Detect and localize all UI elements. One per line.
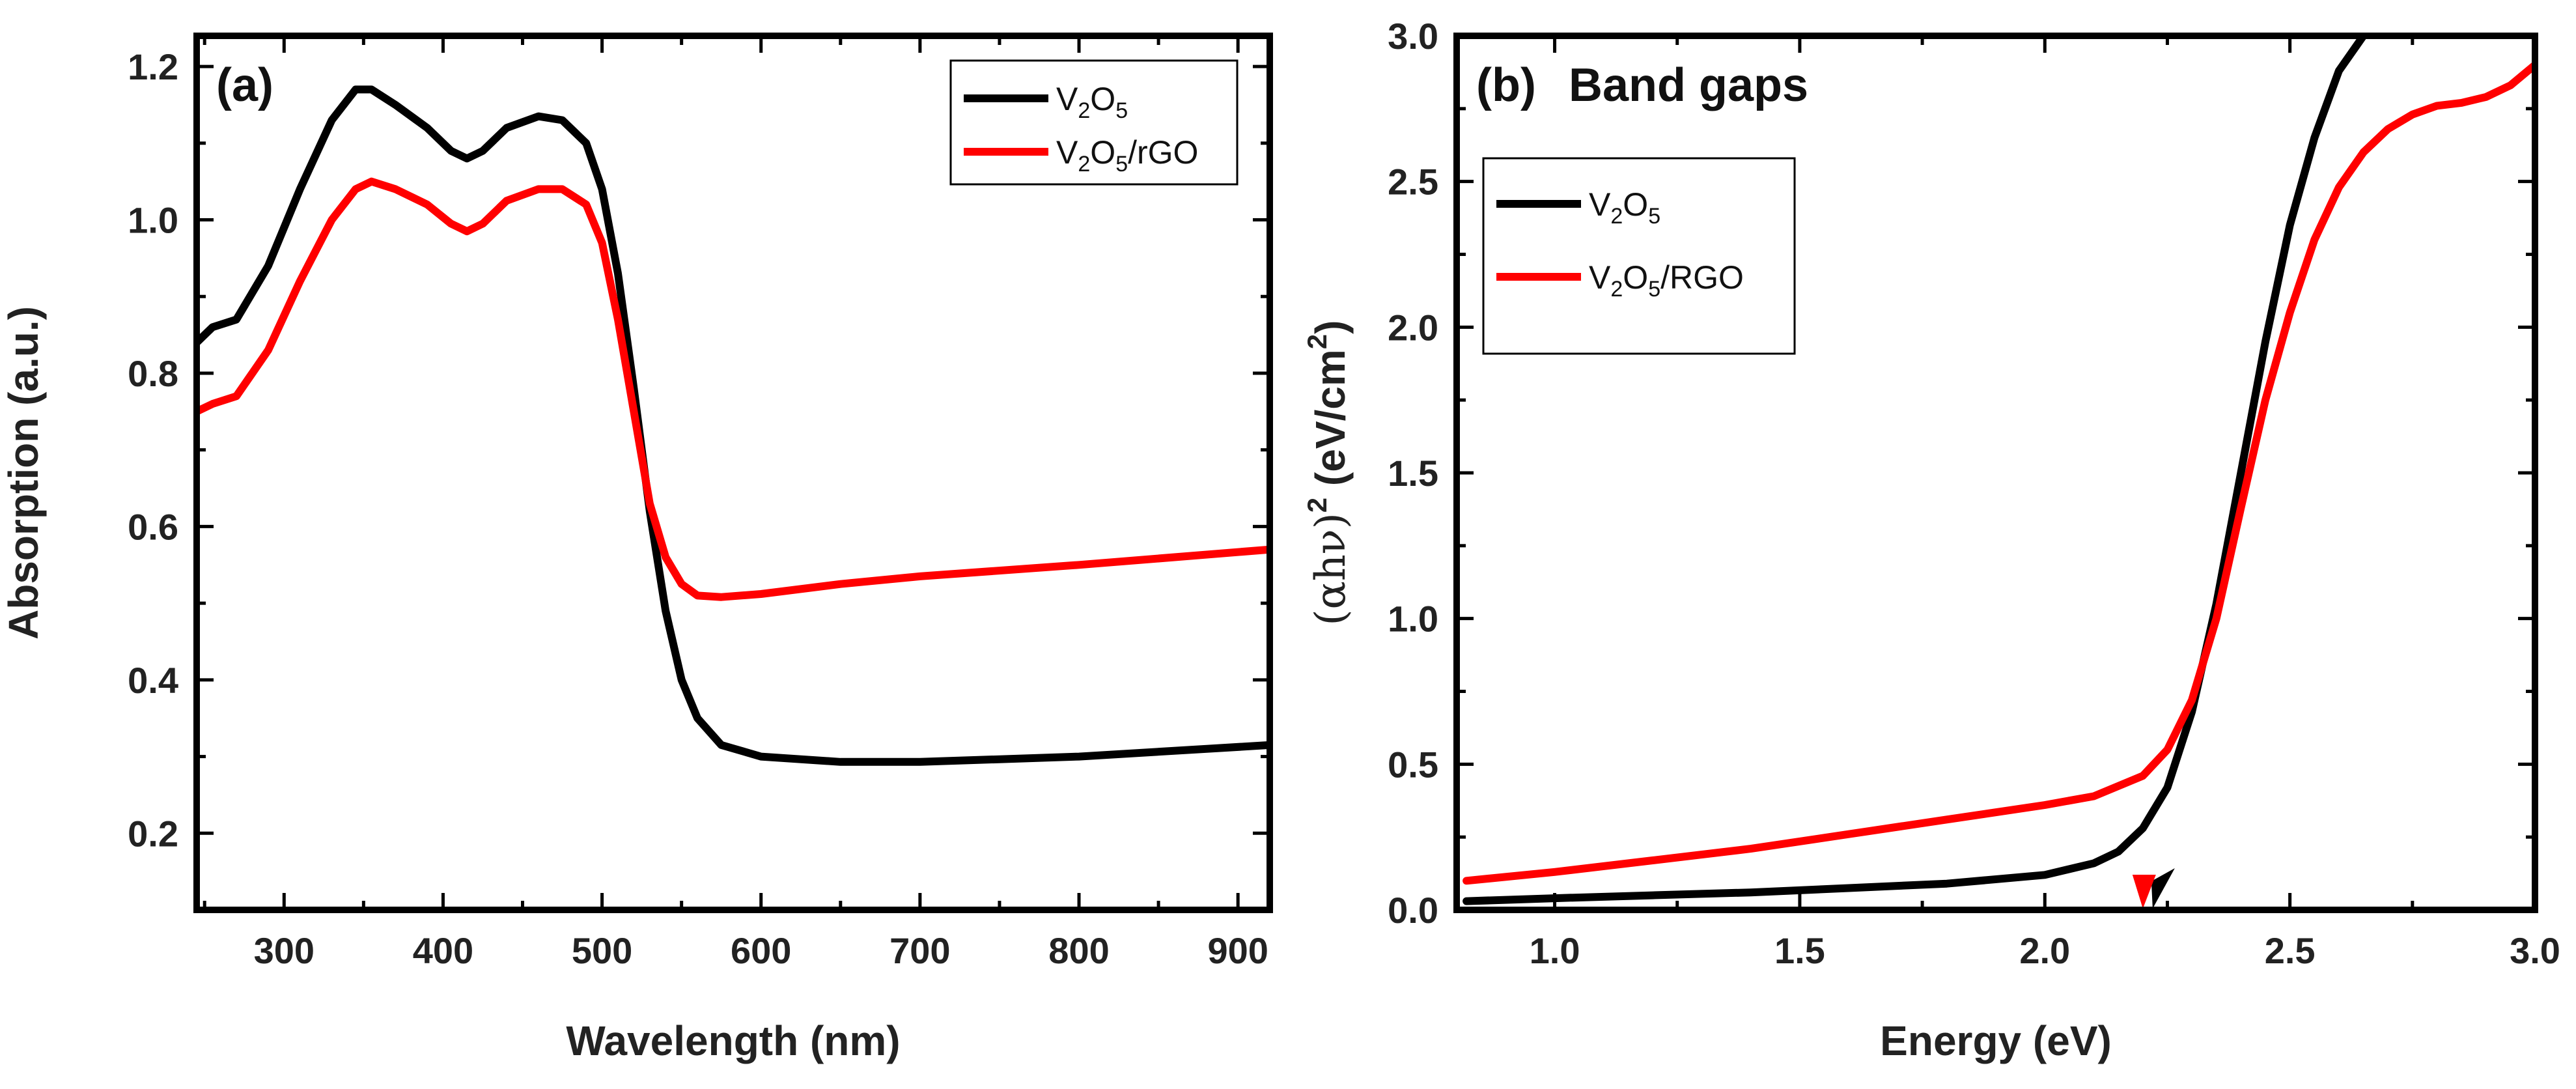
legend-label-v2o5-rgo: V2O5/RGO bbox=[1589, 259, 1744, 302]
band-gap-arrow-v2o5 bbox=[2151, 868, 2175, 909]
y-tick-label: 0.5 bbox=[1388, 744, 1438, 785]
legend-label-part: V bbox=[1056, 134, 1078, 171]
y-axis-title-superscript: 2 bbox=[1302, 334, 1332, 349]
y-tick-label: 1.2 bbox=[128, 46, 178, 87]
chart-title: Band gaps bbox=[1569, 59, 1808, 111]
y-axis-title: (αhν)2 (eV/cm2) bbox=[1302, 320, 1355, 626]
legend-label-part: /RGO bbox=[1660, 259, 1744, 296]
y-axis-title-part: (αhν) bbox=[1307, 513, 1355, 625]
y-tick-label: 3.0 bbox=[1388, 16, 1438, 57]
x-tick-label: 800 bbox=[1048, 930, 1109, 971]
legend-label-part: O bbox=[1090, 134, 1115, 171]
panel-a-absorption-chart: 300 400 500 600 700 800 900 0.2 0.4 0.6 0.8 1.0 1.2 W… bbox=[0, 33, 1273, 1064]
legend-box bbox=[949, 59, 1239, 186]
y-axis-title-superscript: 2 bbox=[1302, 498, 1332, 513]
legend-label-part: V bbox=[1589, 186, 1611, 223]
y-tick-label: 0.6 bbox=[128, 506, 178, 547]
panel-label: (a) bbox=[216, 59, 273, 111]
plot-frame bbox=[193, 33, 1273, 913]
legend-label-part: 5 bbox=[1115, 98, 1128, 123]
x-tick-label: 2.0 bbox=[2019, 930, 2070, 971]
y-tick-label: 2.0 bbox=[1388, 307, 1438, 348]
y-tick-label: 0.0 bbox=[1388, 890, 1438, 931]
x-tick-label: 700 bbox=[889, 930, 950, 971]
x-tick-label: 400 bbox=[413, 930, 473, 971]
y-tick-label: 0.4 bbox=[128, 660, 178, 701]
legend-label-part: 2 bbox=[1610, 277, 1623, 302]
legend-label-part: 5 bbox=[1648, 277, 1660, 302]
legend-label-v2o5-rgo: V2O5/rGO bbox=[1056, 134, 1198, 177]
y-axis-title-part: (eV/cm bbox=[1307, 349, 1354, 498]
x-axis-title: Wavelength (nm) bbox=[566, 1017, 900, 1064]
legend-label-v2o5: V2O5 bbox=[1589, 186, 1660, 229]
legend-label-v2o5: V2O5 bbox=[1056, 81, 1128, 123]
panel-b-band-gap-chart: 1.0 1.5 2.0 2.5 3.0 0.0 0.5 1.0 1.5 2.0 2.5 3.0 Ener… bbox=[1302, 16, 2560, 1064]
y-tick-label: 0.2 bbox=[128, 813, 178, 854]
x-tick-label: 2.5 bbox=[2265, 930, 2316, 971]
x-tick-label: 1.0 bbox=[1530, 930, 1580, 971]
y-tick-label: 2.5 bbox=[1388, 162, 1438, 203]
x-tick-label: 3.0 bbox=[2510, 930, 2560, 971]
legend-label-part: 2 bbox=[1610, 204, 1623, 229]
legend-label-part: /rGO bbox=[1128, 134, 1198, 171]
legend-label-part: 2 bbox=[1078, 152, 1090, 177]
legend-label-part: O bbox=[1623, 259, 1648, 296]
y-tick-label: 1.5 bbox=[1388, 453, 1438, 494]
x-tick-label: 500 bbox=[572, 930, 632, 971]
x-axis-title: Energy (eV) bbox=[1880, 1017, 2112, 1064]
y-tick-label: 1.0 bbox=[1388, 599, 1438, 640]
y-tick-label: 0.8 bbox=[128, 353, 178, 394]
legend-label-part: V bbox=[1589, 259, 1611, 296]
x-tick-label: 300 bbox=[254, 930, 315, 971]
band-gap-arrow-v2o5-rgo bbox=[2132, 875, 2156, 909]
series-line-v2o5-rgo bbox=[197, 177, 1270, 601]
series-line-v2o5-rgo bbox=[1463, 61, 2535, 885]
x-tick-label: 1.5 bbox=[1774, 930, 1825, 971]
x-tick-label: 600 bbox=[731, 930, 791, 971]
legend-label-part: 5 bbox=[1115, 152, 1128, 177]
y-axis-title: Absorption (a.u.) bbox=[0, 306, 47, 640]
legend-box bbox=[1482, 157, 1796, 355]
legend-label-part: V bbox=[1056, 81, 1078, 117]
legend-label-part: 2 bbox=[1078, 98, 1090, 123]
y-tick-label: 1.0 bbox=[128, 200, 178, 241]
panel-label: (b) bbox=[1476, 59, 1536, 111]
y-axis-title-part: ) bbox=[1307, 320, 1354, 334]
legend-label-part: 5 bbox=[1648, 204, 1660, 229]
legend-label-part: O bbox=[1623, 186, 1648, 223]
x-tick-label: 900 bbox=[1207, 930, 1268, 971]
legend-label-part: O bbox=[1090, 81, 1115, 117]
series-line-v2o5 bbox=[197, 85, 1270, 766]
series-line-v2o5 bbox=[1463, 36, 2368, 905]
